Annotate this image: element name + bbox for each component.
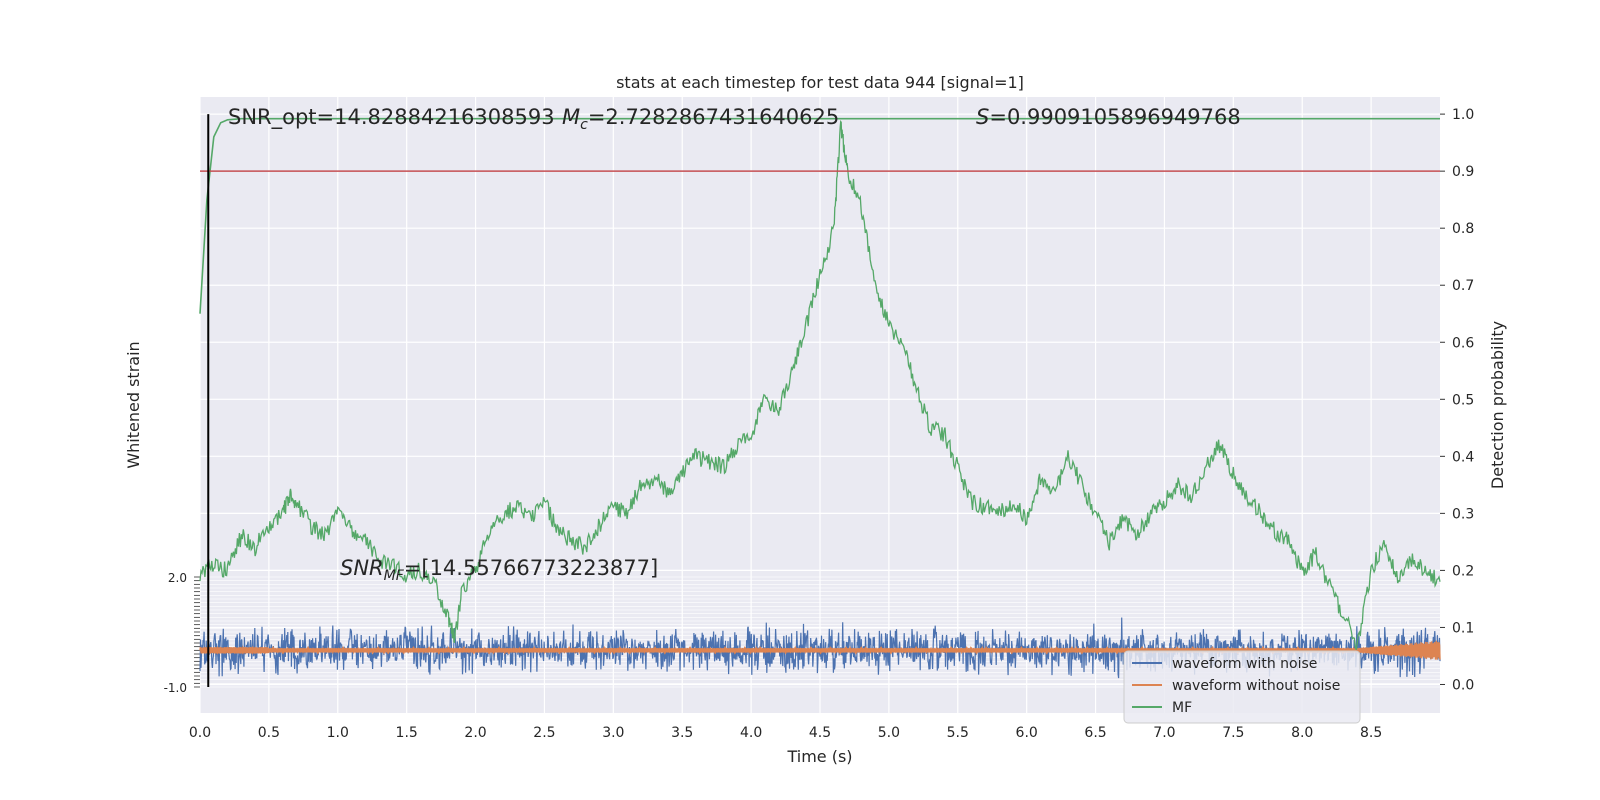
x-tick-label: 1.5 [396, 725, 418, 741]
x-tick-label: 2.0 [464, 725, 486, 741]
annotation-mc: Mc=2.7282867431640625 [562, 105, 839, 133]
x-tick-label: 6.5 [1084, 725, 1106, 741]
mc-subscript: c [580, 117, 588, 133]
series-waveform-without-noise [199, 640, 1441, 660]
waveform-without-noise-line [199, 640, 1441, 660]
x-tick-label: 5.5 [947, 725, 969, 741]
y-right-tick-label: 0.7 [1452, 278, 1474, 294]
series-mf [199, 117, 1440, 314]
legend: waveform with noise waveform without noi… [1123, 650, 1361, 724]
y-left-tick-label: 2.0 [168, 571, 187, 585]
x-tick-label: 5.0 [878, 725, 900, 741]
s-value: =0.9909105896949768 [989, 105, 1240, 129]
y-right-axis-ticks: 0.0 0.1 0.2 0.3 0.4 0.5 0.6 0.7 0.8 0.9 1.0 [1440, 107, 1474, 693]
mc-symbol: M [562, 105, 580, 129]
x-axis-label: Time (s) [786, 747, 852, 766]
annotation-s: S=0.9909105896949768 [976, 105, 1241, 129]
y-right-tick-label: 0.5 [1452, 392, 1474, 408]
y-right-tick-label: 1.0 [1452, 107, 1474, 123]
x-tick-label: 6.0 [1016, 725, 1038, 741]
chart-title: stats at each timestep for test data 944… [616, 73, 1024, 92]
y-right-tick-label: 0.4 [1452, 449, 1474, 465]
legend-label-noise: waveform with noise [1172, 656, 1317, 672]
y-left-axis-ticks: 2.0 -1.0 [164, 571, 187, 695]
x-tick-label: 0.0 [189, 725, 211, 741]
annotation-snr-opt: SNR_opt=14.82884216308593 [228, 105, 555, 130]
x-tick-label: 3.0 [602, 725, 624, 741]
y-right-tick-label: 0.1 [1452, 620, 1474, 636]
x-tick-label: 0.5 [258, 725, 280, 741]
y-left-tick-label: -1.0 [164, 681, 187, 695]
y-right-tick-label: 0.9 [1452, 164, 1474, 180]
probability-line [199, 119, 1441, 650]
series-probability [199, 119, 1441, 650]
mf-line [199, 117, 1440, 314]
x-tick-label: 7.0 [1153, 725, 1175, 741]
x-tick-label: 7.5 [1222, 725, 1244, 741]
y-right-tick-label: 0.6 [1452, 335, 1474, 351]
y-right-tick-label: 0.2 [1452, 563, 1474, 579]
x-tick-label: 4.5 [809, 725, 831, 741]
y-left-axis-label: Whitened strain [124, 341, 143, 468]
x-tick-label: 8.5 [1360, 725, 1382, 741]
x-tick-label: 4.0 [740, 725, 762, 741]
legend-label-clean: waveform without noise [1172, 678, 1340, 694]
y-right-tick-label: 0.0 [1452, 677, 1474, 693]
x-tick-label: 1.0 [327, 725, 349, 741]
x-axis-ticks: 0.0 0.5 1.0 1.5 2.0 2.5 3.0 3.5 4.0 4.5 5.0 5.5 6.0 6… [189, 725, 1382, 741]
snr-mf-value: =[14.55766773223877] [404, 556, 658, 580]
legend-box [1123, 650, 1361, 724]
s-symbol: S [976, 105, 989, 129]
y-right-tick-label: 0.8 [1452, 221, 1474, 237]
y-right-tick-label: 0.3 [1452, 506, 1474, 522]
mc-value: =2.7282867431640625 [588, 105, 839, 129]
snr-mf-symbol: SNR [340, 556, 384, 580]
x-tick-label: 3.5 [671, 725, 693, 741]
snr-mf-subscript: MF [384, 568, 405, 584]
x-tick-label: 2.5 [533, 725, 555, 741]
y-right-axis-label: Detection probability [1488, 321, 1507, 489]
annotation-snr-mf: SNRMF=[14.55766773223877] [340, 556, 658, 584]
x-tick-label: 8.0 [1291, 725, 1313, 741]
legend-label-mf: MF [1172, 700, 1192, 716]
